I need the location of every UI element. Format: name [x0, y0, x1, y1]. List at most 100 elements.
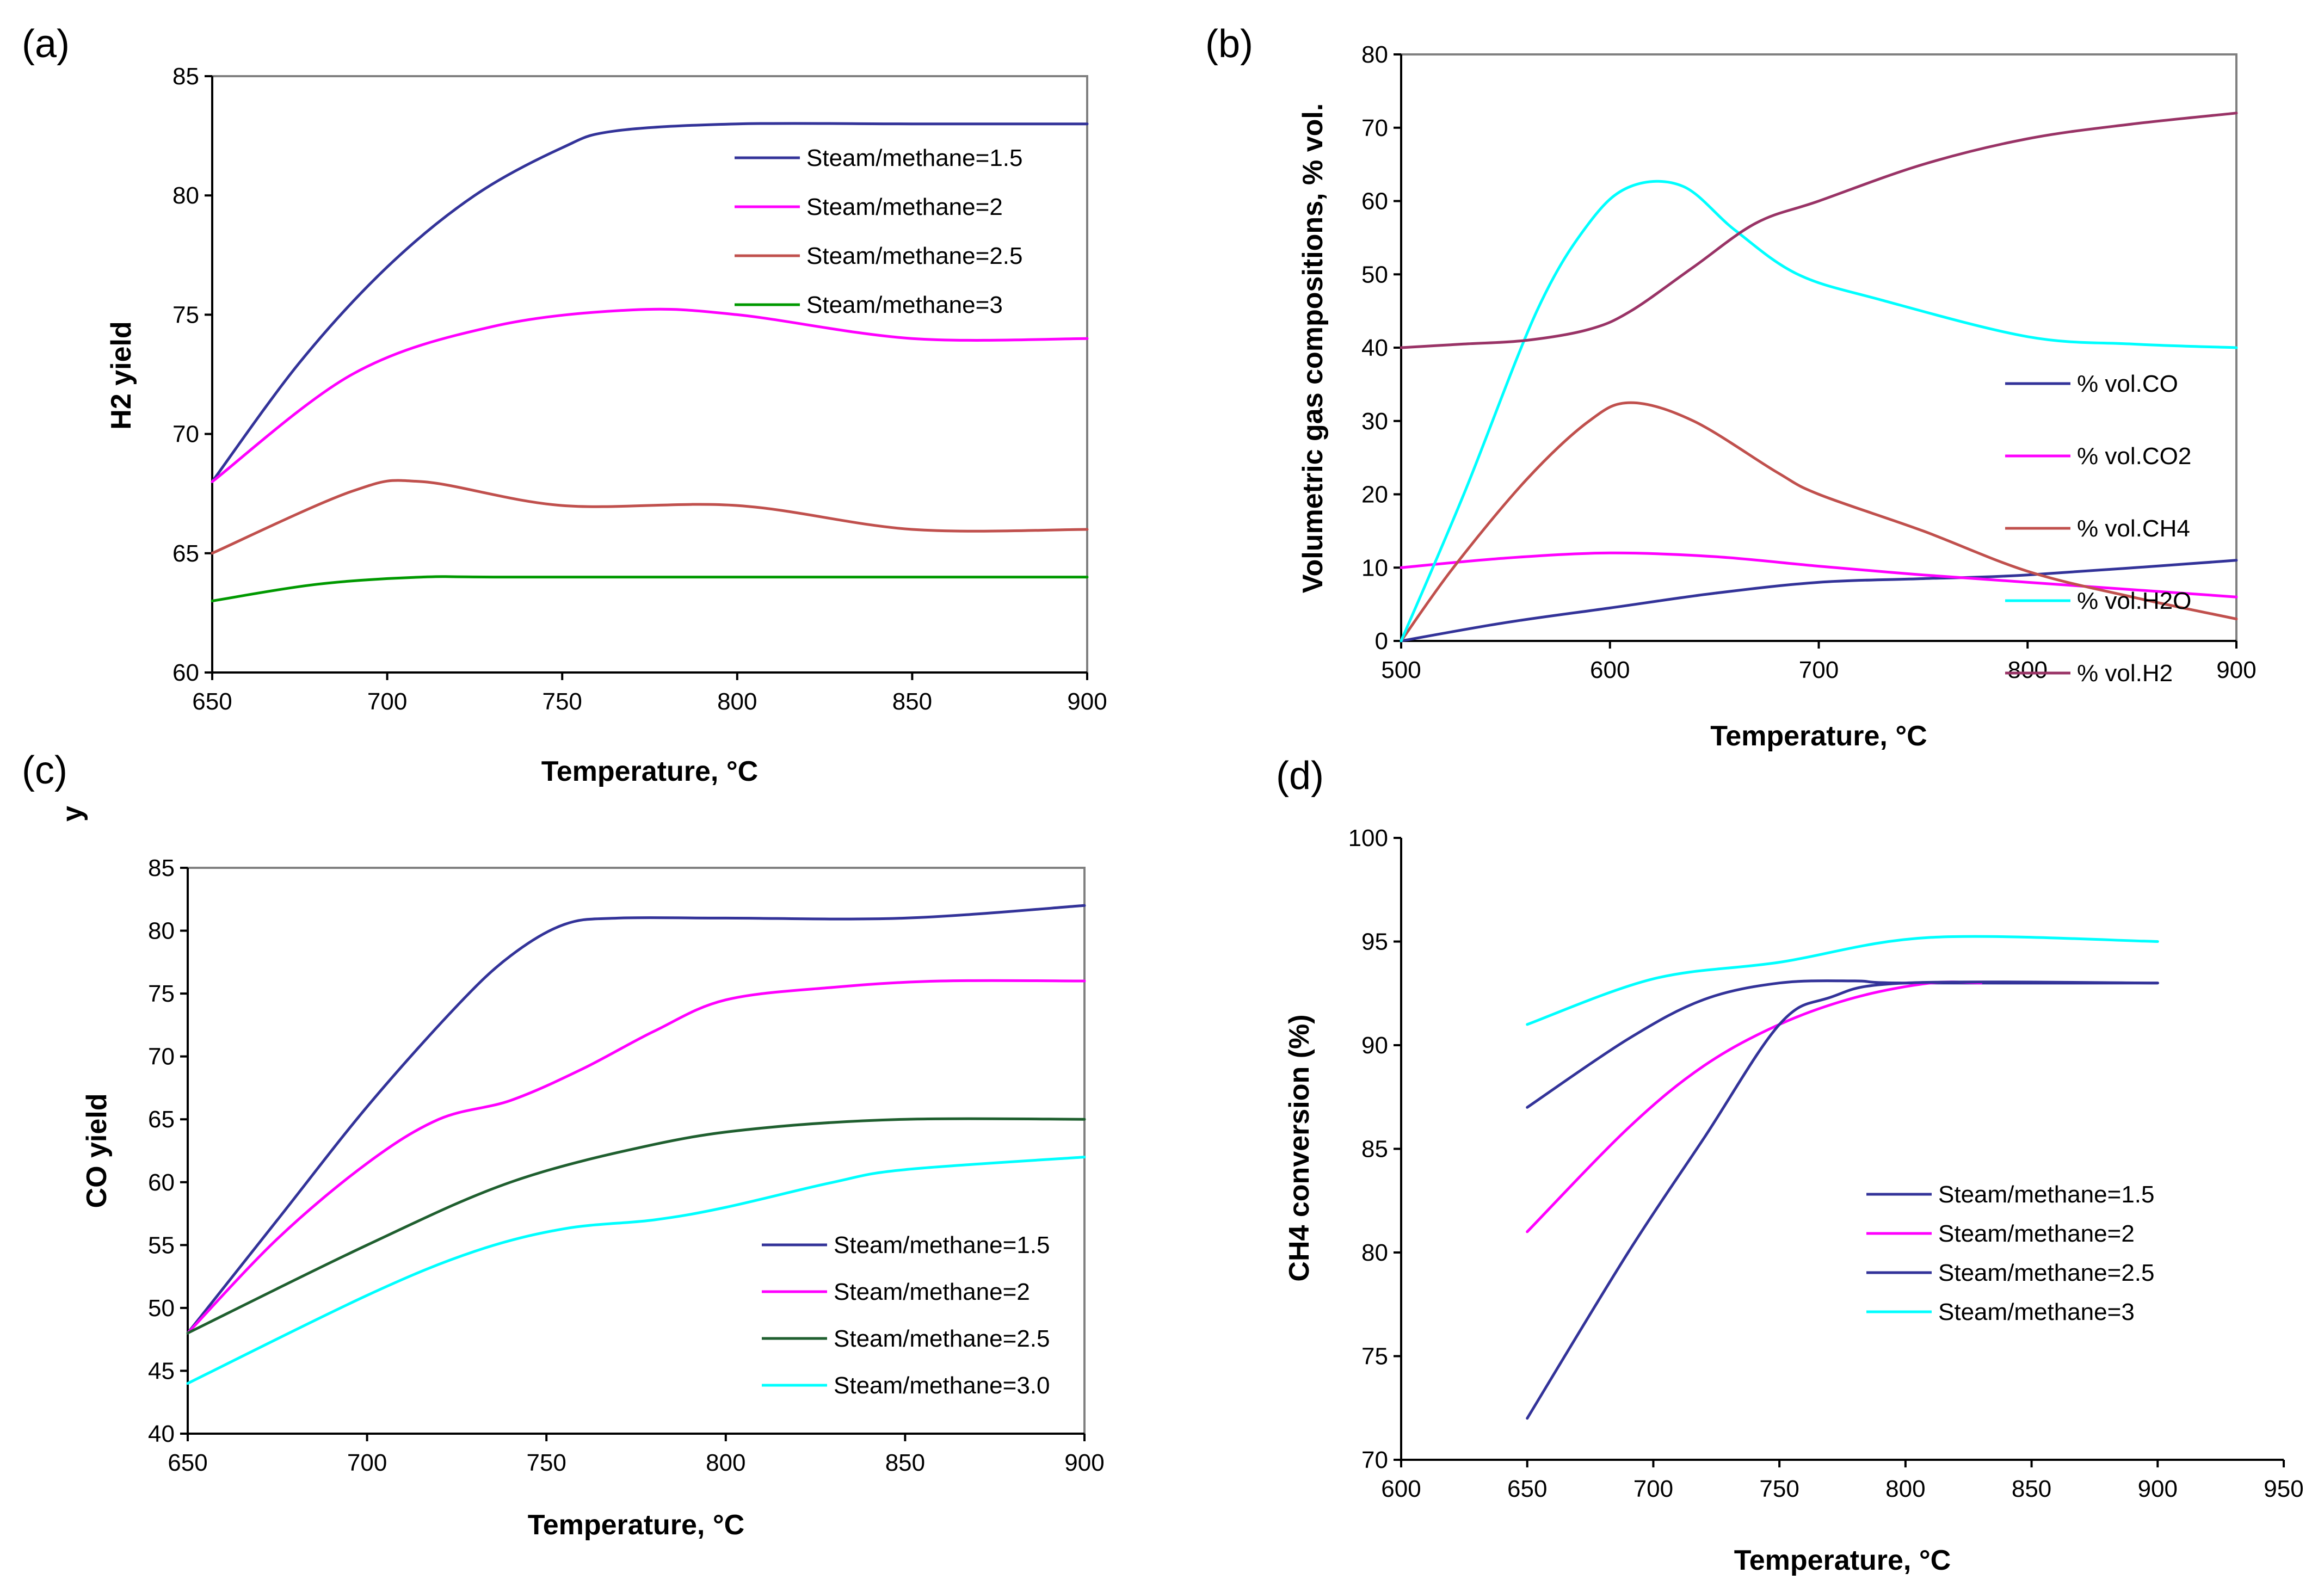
panel-label: (b) [1205, 22, 1253, 66]
legend-entry: Steam/methane=1.5 [806, 145, 1022, 171]
x-tick-label: 900 [2216, 657, 2256, 683]
y-tick-label: 70 [1361, 115, 1388, 141]
legend-entry: Steam/methane=1.5 [834, 1232, 1050, 1258]
y-tick-label: 30 [1361, 408, 1388, 435]
x-tick-label: 800 [706, 1449, 745, 1476]
series-line [211, 307, 1089, 483]
series-line [1400, 551, 2238, 598]
x-tick-label: 750 [526, 1449, 566, 1476]
y-tick-label: 80 [1361, 1239, 1388, 1266]
plot-area-frame [1400, 53, 2237, 642]
legend-entry: % vol.H2O [2077, 588, 2191, 614]
series-line [1526, 980, 2159, 1420]
series-line [1400, 401, 2238, 643]
x-tick-label: 500 [1381, 657, 1421, 683]
legend-entry: Steam/methane=3 [1938, 1299, 2135, 1325]
series-line [186, 979, 1086, 1335]
legend-entry: % vol.CO2 [2077, 443, 2191, 470]
legend-entry: Steam/methane=3.0 [834, 1372, 1050, 1399]
chart-panel-c: (c) 40 45 50 55 60 65 70 75 80 85 650 700 750 800 850 90… [22, 749, 1105, 1541]
series-line [186, 1117, 1086, 1335]
stray-axis-fragment: y [57, 806, 88, 822]
y-tick-label: 60 [148, 1169, 175, 1196]
legend-entry: % vol.CH4 [2077, 515, 2190, 542]
y-tick-label: 80 [172, 182, 199, 209]
y-tick-label: 60 [1361, 188, 1388, 215]
legend-entry: Steam/methane=2 [1938, 1220, 2135, 1247]
y-tick-label: 70 [1361, 1447, 1388, 1473]
x-axis-title: Temperature, °C [1734, 1545, 1951, 1576]
x-tick-label: 800 [1885, 1476, 1925, 1502]
legend-entry: Steam/methane=2 [834, 1279, 1030, 1305]
x-tick-label: 900 [1067, 688, 1107, 715]
x-tick-label: 850 [885, 1449, 925, 1476]
y-axis-title: CH4 conversion (%) [1284, 1014, 1315, 1281]
y-tick-label: 50 [148, 1295, 175, 1322]
y-tick-label: 70 [148, 1044, 175, 1070]
y-tick-label: 60 [172, 659, 199, 686]
legend-entry: Steam/methane=2.5 [1938, 1260, 2154, 1286]
y-tick-label: 55 [148, 1232, 175, 1258]
x-tick-label: 700 [367, 688, 407, 715]
chart-panel-d: (d) 70 75 80 85 90 95 100 600 650 700 750 800 850 900 9… [1276, 754, 2304, 1576]
chart-panel-a: (a) 60 65 70 75 80 85 650 700 750 800 850 900 Tempera… [22, 22, 1107, 787]
legend-entry: % vol.CO [2077, 371, 2178, 397]
legend-entry: Steam/methane=2.5 [806, 243, 1022, 269]
x-tick-label: 900 [1064, 1449, 1104, 1476]
x-tick-label: 750 [542, 688, 582, 715]
x-tick-label: 750 [1759, 1476, 1799, 1502]
x-tick-label: 650 [168, 1449, 207, 1476]
x-tick-label: 700 [1799, 657, 1839, 683]
panel-label: (a) [22, 22, 70, 66]
x-tick-label: 700 [1633, 1476, 1673, 1502]
x-tick-label: 950 [2264, 1476, 2303, 1502]
panel-label: (d) [1276, 754, 1324, 798]
y-tick-label: 80 [148, 918, 175, 945]
series-line [186, 1156, 1086, 1385]
series-line [1400, 112, 2238, 349]
y-tick-label: 80 [1361, 41, 1388, 68]
y-tick-label: 40 [1361, 335, 1388, 361]
y-tick-label: 75 [1361, 1343, 1388, 1370]
y-axis-title: Volumetric gas compositions, % vol. [1297, 103, 1329, 594]
y-tick-label: 75 [172, 301, 199, 328]
legend-entry: Steam/methane=2 [806, 194, 1003, 220]
y-tick-label: 40 [148, 1421, 175, 1447]
x-tick-label: 850 [892, 688, 932, 715]
series-line [211, 479, 1089, 555]
x-tick-label: 900 [2138, 1476, 2178, 1502]
x-tick-label: 800 [2008, 657, 2048, 683]
y-tick-label: 85 [148, 855, 175, 881]
y-tick-label: 0 [1375, 628, 1388, 655]
y-tick-label: 85 [1361, 1136, 1388, 1163]
legend-entry: Steam/methane=3 [806, 292, 1003, 318]
series-line [1400, 180, 2238, 643]
series-line [1526, 980, 1983, 1233]
y-axis-title: H2 yield [106, 321, 137, 429]
x-axis-title: Temperature, °C [528, 1509, 744, 1541]
y-tick-label: 65 [148, 1106, 175, 1133]
y-tick-label: 10 [1361, 554, 1388, 581]
x-tick-label: 850 [2012, 1476, 2051, 1502]
y-tick-label: 50 [1361, 261, 1388, 288]
series-line [1526, 935, 2159, 1026]
series-line [186, 904, 1086, 1335]
legend-entry: Steam/methane=2.5 [834, 1325, 1050, 1352]
y-tick-label: 65 [172, 540, 199, 567]
panel-label: (c) [22, 749, 67, 792]
x-tick-label: 800 [717, 688, 757, 715]
series-line [211, 122, 1089, 483]
series-line [211, 575, 1089, 602]
x-tick-label: 600 [1381, 1476, 1421, 1502]
y-tick-label: 70 [172, 421, 199, 448]
y-tick-label: 85 [172, 63, 199, 90]
x-tick-label: 650 [1507, 1476, 1547, 1502]
x-axis-title: Temperature, °C [541, 756, 758, 787]
legend-entry: Steam/methane=1.5 [1938, 1181, 2154, 1208]
x-tick-label: 650 [192, 688, 232, 715]
y-tick-label: 90 [1361, 1032, 1388, 1059]
x-tick-label: 700 [347, 1449, 387, 1476]
y-tick-label: 45 [148, 1357, 175, 1384]
y-tick-label: 100 [1348, 825, 1388, 851]
y-tick-label: 20 [1361, 482, 1388, 508]
